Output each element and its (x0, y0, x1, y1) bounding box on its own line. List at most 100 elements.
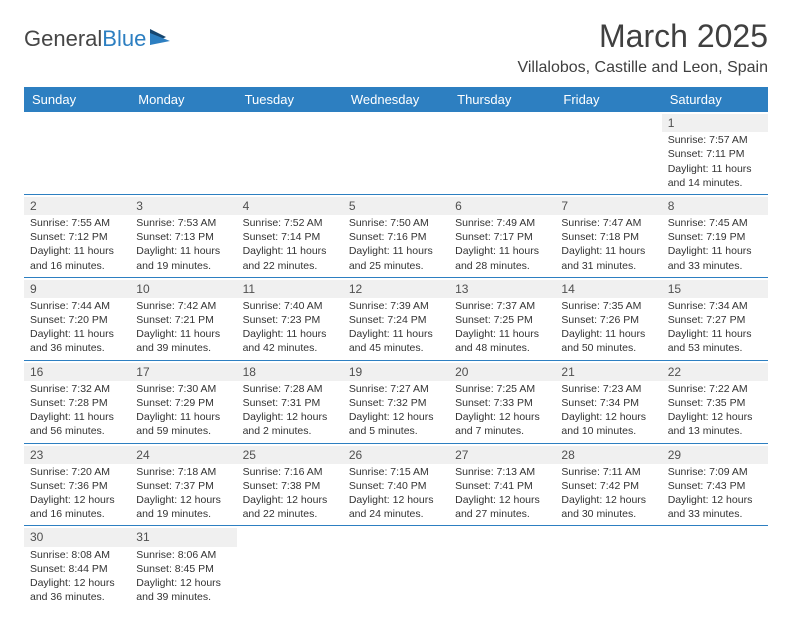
calendar-cell: 5Sunrise: 7:50 AMSunset: 7:16 PMDaylight… (343, 194, 449, 277)
sunrise: Sunrise: 8:08 AM (30, 548, 124, 562)
day-number: 23 (24, 446, 130, 464)
calendar-cell (662, 526, 768, 608)
calendar-cell: 6Sunrise: 7:49 AMSunset: 7:17 PMDaylight… (449, 194, 555, 277)
logo-text-a: General (24, 26, 102, 51)
day-number: 21 (555, 363, 661, 381)
day-number: 25 (237, 446, 343, 464)
day-number: 6 (449, 197, 555, 215)
sunrise: Sunrise: 7:52 AM (243, 216, 337, 230)
day2: and 7 minutes. (455, 424, 549, 438)
calendar-cell: 26Sunrise: 7:15 AMSunset: 7:40 PMDayligh… (343, 443, 449, 526)
calendar-cell: 1Sunrise: 7:57 AMSunset: 7:11 PMDaylight… (662, 112, 768, 194)
sunrise: Sunrise: 7:44 AM (30, 299, 124, 313)
day1: Daylight: 12 hours (30, 493, 124, 507)
day1: Daylight: 12 hours (668, 410, 762, 424)
sunrise: Sunrise: 7:30 AM (136, 382, 230, 396)
day-header-row: Sunday Monday Tuesday Wednesday Thursday… (24, 87, 768, 112)
day1: Daylight: 11 hours (349, 244, 443, 258)
day-number: 20 (449, 363, 555, 381)
day1: Daylight: 12 hours (455, 493, 549, 507)
sunrise: Sunrise: 7:37 AM (455, 299, 549, 313)
calendar-cell: 20Sunrise: 7:25 AMSunset: 7:33 PMDayligh… (449, 360, 555, 443)
calendar-cell: 4Sunrise: 7:52 AMSunset: 7:14 PMDaylight… (237, 194, 343, 277)
calendar-cell: 16Sunrise: 7:32 AMSunset: 7:28 PMDayligh… (24, 360, 130, 443)
sunrise: Sunrise: 7:09 AM (668, 465, 762, 479)
logo-text-b: Blue (102, 26, 146, 51)
day-number: 4 (237, 197, 343, 215)
calendar-cell: 10Sunrise: 7:42 AMSunset: 7:21 PMDayligh… (130, 277, 236, 360)
day2: and 45 minutes. (349, 341, 443, 355)
day-header: Thursday (449, 87, 555, 112)
calendar-cell: 19Sunrise: 7:27 AMSunset: 7:32 PMDayligh… (343, 360, 449, 443)
sunrise: Sunrise: 7:15 AM (349, 465, 443, 479)
day2: and 36 minutes. (30, 341, 124, 355)
sunrise: Sunrise: 7:47 AM (561, 216, 655, 230)
day2: and 19 minutes. (136, 507, 230, 521)
calendar-cell: 2Sunrise: 7:55 AMSunset: 7:12 PMDaylight… (24, 194, 130, 277)
day1: Daylight: 12 hours (349, 493, 443, 507)
calendar: Sunday Monday Tuesday Wednesday Thursday… (24, 87, 768, 608)
calendar-cell (449, 526, 555, 608)
day2: and 42 minutes. (243, 341, 337, 355)
sunset: Sunset: 7:18 PM (561, 230, 655, 244)
day2: and 2 minutes. (243, 424, 337, 438)
day1: Daylight: 12 hours (243, 493, 337, 507)
day1: Daylight: 11 hours (30, 244, 124, 258)
day-number: 16 (24, 363, 130, 381)
day-number: 9 (24, 280, 130, 298)
day-number: 30 (24, 528, 130, 546)
sunset: Sunset: 7:16 PM (349, 230, 443, 244)
calendar-cell (555, 526, 661, 608)
calendar-cell: 27Sunrise: 7:13 AMSunset: 7:41 PMDayligh… (449, 443, 555, 526)
sunrise: Sunrise: 7:49 AM (455, 216, 549, 230)
calendar-row: 16Sunrise: 7:32 AMSunset: 7:28 PM Dayligh… (24, 360, 768, 443)
sunset: Sunset: 7:24 PM (349, 313, 443, 327)
sunrise: Sunrise: 7:20 AM (30, 465, 124, 479)
day-number: 2 (24, 197, 130, 215)
calendar-cell (449, 112, 555, 194)
sunset: Sunset: 7:13 PM (136, 230, 230, 244)
day-number: 12 (343, 280, 449, 298)
calendar-cell: 17Sunrise: 7:30 AMSunset: 7:29 PMDayligh… (130, 360, 236, 443)
sunset: Sunset: 7:27 PM (668, 313, 762, 327)
day2: and 39 minutes. (136, 341, 230, 355)
calendar-cell: 28Sunrise: 7:11 AMSunset: 7:42 PMDayligh… (555, 443, 661, 526)
day-number: 1 (662, 114, 768, 132)
calendar-cell: 29Sunrise: 7:09 AMSunset: 7:43 PMDayligh… (662, 443, 768, 526)
sunrise: Sunrise: 7:32 AM (30, 382, 124, 396)
day1: Daylight: 11 hours (455, 244, 549, 258)
sunrise: Sunrise: 7:13 AM (455, 465, 549, 479)
day-number: 11 (237, 280, 343, 298)
day-number: 8 (662, 197, 768, 215)
day2: and 16 minutes. (30, 259, 124, 273)
day-header: Saturday (662, 87, 768, 112)
day-header: Friday (555, 87, 661, 112)
day2: and 56 minutes. (30, 424, 124, 438)
day2: and 39 minutes. (136, 590, 230, 604)
day-header: Sunday (24, 87, 130, 112)
sunset: Sunset: 7:17 PM (455, 230, 549, 244)
sunset: Sunset: 7:25 PM (455, 313, 549, 327)
day2: and 33 minutes. (668, 507, 762, 521)
day-number: 18 (237, 363, 343, 381)
sunrise: Sunrise: 7:50 AM (349, 216, 443, 230)
sunset: Sunset: 8:45 PM (136, 562, 230, 576)
calendar-cell: 9Sunrise: 7:44 AMSunset: 7:20 PMDaylight… (24, 277, 130, 360)
day1: Daylight: 12 hours (349, 410, 443, 424)
calendar-cell (130, 112, 236, 194)
day2: and 33 minutes. (668, 259, 762, 273)
calendar-cell: 30Sunrise: 8:08 AMSunset: 8:44 PMDayligh… (24, 526, 130, 608)
sunset: Sunset: 7:28 PM (30, 396, 124, 410)
day2: and 5 minutes. (349, 424, 443, 438)
calendar-row: 9Sunrise: 7:44 AMSunset: 7:20 PMDaylight… (24, 277, 768, 360)
flag-icon (148, 27, 176, 52)
day2: and 30 minutes. (561, 507, 655, 521)
sunrise: Sunrise: 7:55 AM (30, 216, 124, 230)
day1: Daylight: 12 hours (561, 493, 655, 507)
calendar-cell: 24Sunrise: 7:18 AMSunset: 7:37 PMDayligh… (130, 443, 236, 526)
day-number: 13 (449, 280, 555, 298)
day1: Daylight: 11 hours (349, 327, 443, 341)
sunset: Sunset: 7:37 PM (136, 479, 230, 493)
calendar-cell (343, 526, 449, 608)
calendar-cell: 21Sunrise: 7:23 AMSunset: 7:34 PMDayligh… (555, 360, 661, 443)
